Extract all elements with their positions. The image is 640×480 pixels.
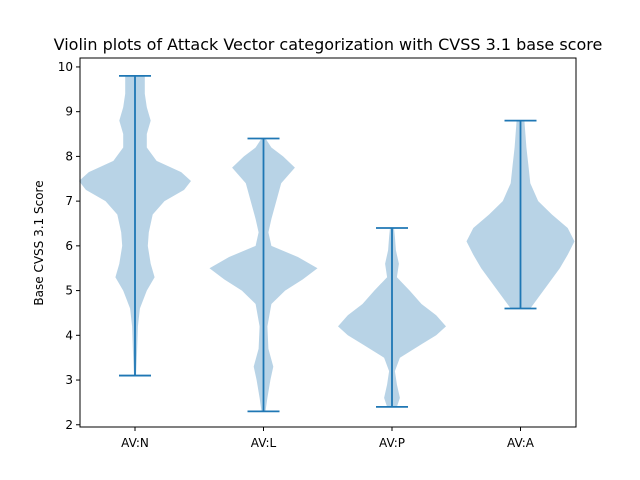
y-tick-label: 3 bbox=[65, 373, 73, 387]
x-tick-label: AV:N bbox=[121, 436, 149, 450]
y-tick-label: 2 bbox=[65, 418, 73, 432]
x-axis: AV:N AV:L AV:P AV:A bbox=[121, 427, 535, 450]
y-tick-label: 7 bbox=[65, 194, 73, 208]
y-tick-label: 4 bbox=[65, 328, 73, 342]
y-tick-label: 9 bbox=[65, 105, 73, 119]
y-tick-label: 6 bbox=[65, 239, 73, 253]
y-tick-label: 5 bbox=[65, 284, 73, 298]
x-tick-label: AV:L bbox=[251, 436, 277, 450]
y-tick-label: 10 bbox=[58, 60, 73, 74]
violin-group bbox=[79, 74, 575, 413]
y-axis: 2 3 4 5 6 7 8 9 10 bbox=[58, 60, 80, 432]
plot-frame bbox=[79, 57, 577, 428]
chart-title: Violin plots of Attack Vector categoriza… bbox=[54, 35, 603, 54]
x-tick-label: AV:P bbox=[379, 436, 405, 450]
x-tick-label: AV:A bbox=[507, 436, 535, 450]
y-tick-label: 8 bbox=[65, 149, 73, 163]
y-axis-label: Base CVSS 3.1 Score bbox=[32, 180, 46, 305]
